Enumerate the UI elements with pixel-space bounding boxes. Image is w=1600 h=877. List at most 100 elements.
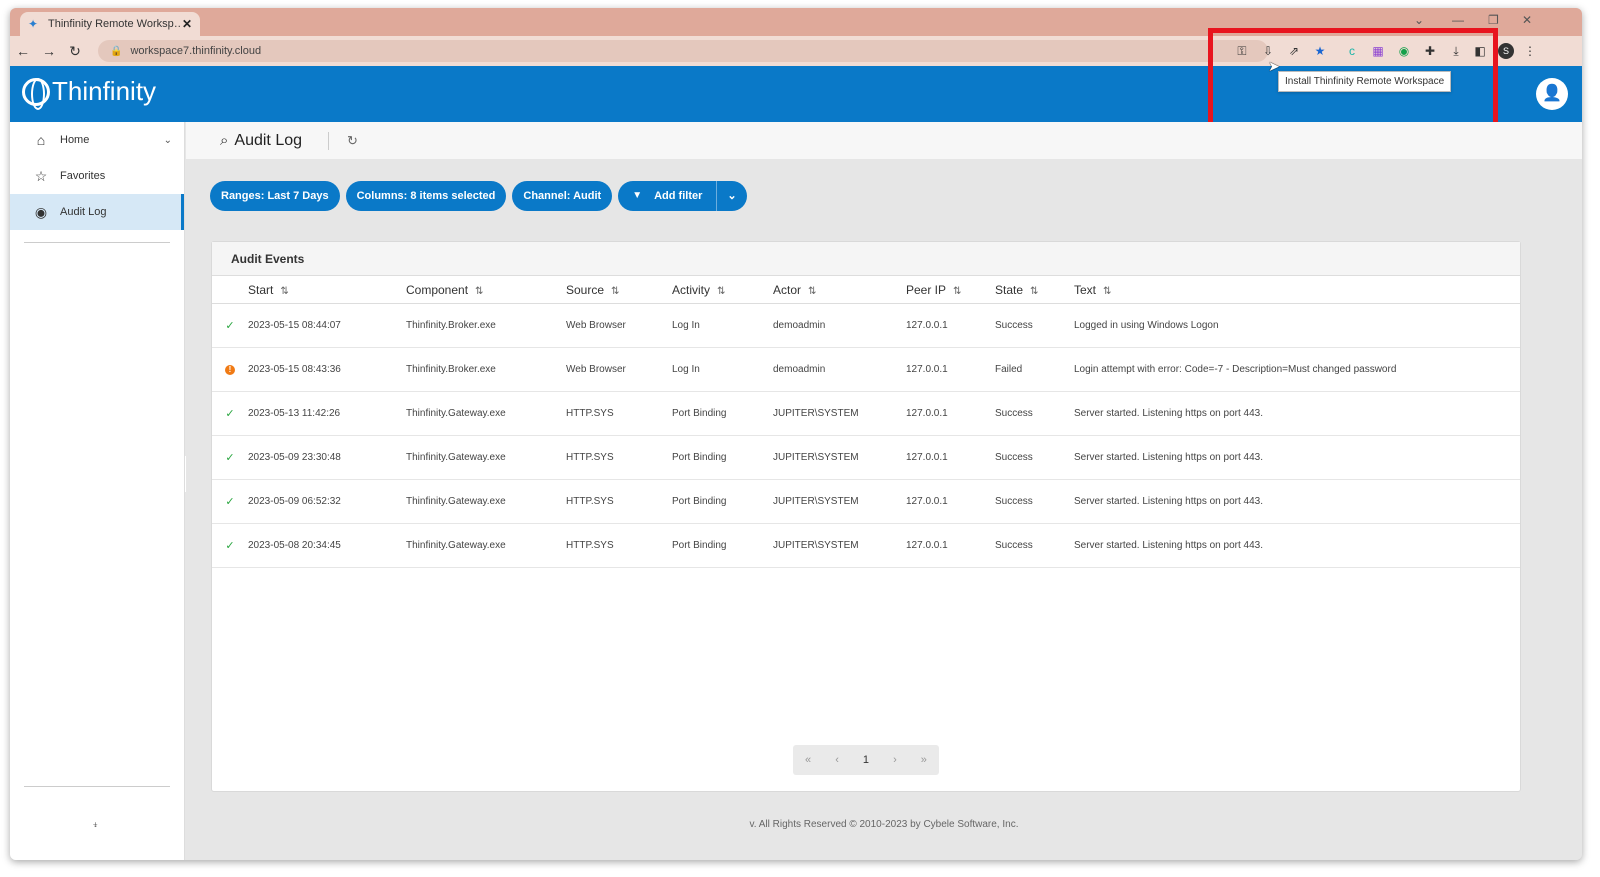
browser-toolbar: ← → ↻ 🔒 workspace7.thinfinity.cloud xyxy=(10,36,1582,66)
browser-menu-icon[interactable]: ⋮ xyxy=(1524,44,1536,58)
cell-actor: demoadmin xyxy=(773,320,826,331)
cell-activity: Port Binding xyxy=(672,408,727,419)
add-filter-button[interactable]: ▼ Add filter ⌄ xyxy=(618,181,747,211)
column-header-activity[interactable]: Activity ⇅ xyxy=(672,282,726,297)
install-app-icon[interactable]: ⇩ xyxy=(1262,44,1274,58)
cell-ip: 127.0.0.1 xyxy=(906,540,948,551)
tab-search-icon[interactable]: ⌄ xyxy=(1414,13,1425,27)
last-page-icon[interactable]: » xyxy=(920,754,927,766)
close-window-icon[interactable]: ✕ xyxy=(1522,13,1533,27)
sidebar: ⌂ Home ⌄ ☆ Favorites ◉ Audit Log ⍖ xyxy=(10,122,185,860)
cell-component: Thinfinity.Broker.exe xyxy=(406,320,496,331)
cell-source: HTTP.SYS xyxy=(566,540,614,551)
table-row[interactable]: ✓ 2023-05-15 08:44:07 Thinfinity.Broker.ex… xyxy=(212,304,1520,348)
address-bar[interactable]: 🔒 workspace7.thinfinity.cloud xyxy=(98,40,1268,62)
forward-icon[interactable]: → xyxy=(42,43,56,59)
success-check-icon: ✓ xyxy=(225,320,235,332)
cell-component: Thinfinity.Broker.exe xyxy=(406,364,496,375)
table-row[interactable]: ✓ 2023-05-08 20:34:45 Thinfinity.Gateway.e… xyxy=(212,524,1520,568)
bookmark-star-icon[interactable]: ★ xyxy=(1314,44,1326,58)
profile-avatar[interactable]: S xyxy=(1498,43,1514,59)
previous-page-icon[interactable]: ‹ xyxy=(835,754,839,766)
highlight-box xyxy=(1208,28,1498,131)
table-row[interactable]: ✓ 2023-05-13 11:42:26 Thinfinity.Gateway.e… xyxy=(212,392,1520,436)
cell-actor: JUPITER\SYSTEM xyxy=(773,452,859,463)
table-row[interactable]: ✓ 2023-05-09 06:52:32 Thinfinity.Gateway.e… xyxy=(212,480,1520,524)
logo-globe-icon xyxy=(22,77,50,110)
browser-tab[interactable]: ✦ Thinfinity Remote Worksp… ✕ xyxy=(20,12,200,36)
pin-icon[interactable]: ⍖ xyxy=(92,819,99,831)
restore-icon[interactable]: ❐ xyxy=(1488,13,1499,27)
cell-start: 2023-05-15 08:44:07 xyxy=(248,320,341,331)
next-page-icon[interactable]: › xyxy=(893,754,897,766)
sort-icon: ⇅ xyxy=(953,285,962,297)
table-row[interactable]: ✓ 2023-05-09 23:30:48 Thinfinity.Gateway.e… xyxy=(212,436,1520,480)
column-header-text[interactable]: Text ⇅ xyxy=(1074,282,1112,297)
grammarly-icon[interactable]: ◉ xyxy=(1398,44,1410,58)
first-page-icon[interactable]: « xyxy=(805,754,812,766)
thinfinity-logo[interactable]: Thinfinity xyxy=(22,76,156,110)
share-icon[interactable]: ⇗ xyxy=(1288,44,1300,58)
sidebar-item-audit-log[interactable]: ◉ Audit Log xyxy=(10,194,184,230)
sidebar-divider xyxy=(24,242,170,243)
lock-icon: 🔒 xyxy=(110,45,123,57)
reload-icon[interactable]: ↻ xyxy=(69,42,81,59)
cell-state: Success xyxy=(995,496,1033,507)
cell-component: Thinfinity.Gateway.exe xyxy=(406,540,506,551)
cell-component: Thinfinity.Gateway.exe xyxy=(406,452,506,463)
calendar-extension-icon[interactable]: ▦ xyxy=(1372,44,1384,58)
column-header-state[interactable]: State ⇅ xyxy=(995,282,1039,297)
sidebar-item-home[interactable]: ⌂ Home ⌄ xyxy=(10,122,184,158)
column-header-peer-ip[interactable]: Peer IP ⇅ xyxy=(906,282,962,297)
download-icon[interactable]: ⤓ xyxy=(1453,44,1459,58)
refresh-icon[interactable]: ↻ xyxy=(347,132,358,148)
chevron-down-icon[interactable]: ⌄ xyxy=(716,181,746,211)
cell-source: HTTP.SYS xyxy=(566,452,614,463)
tab-strip: ✦ Thinfinity Remote Worksp… ✕ ⌄ — ❐ ✕ xyxy=(10,8,1582,36)
home-icon: ⌂ xyxy=(36,132,46,148)
close-tab-icon[interactable]: ✕ xyxy=(181,17,192,31)
success-check-icon: ✓ xyxy=(225,496,235,508)
cell-text: Server started. Listening https on port … xyxy=(1074,540,1263,551)
page-title: Audit Log xyxy=(234,131,303,149)
cell-start: 2023-05-13 11:42:26 xyxy=(248,408,341,419)
cell-start: 2023-05-09 06:52:32 xyxy=(248,496,341,507)
mouse-cursor-icon: ➤ xyxy=(1268,58,1280,74)
cell-text: Login attempt with error: Code=-7 - Desc… xyxy=(1074,364,1397,375)
extension-c-icon[interactable]: c xyxy=(1349,44,1355,58)
cell-text: Server started. Listening https on port … xyxy=(1074,452,1263,463)
current-page[interactable]: 1 xyxy=(862,754,870,766)
table-row[interactable]: ! 2023-05-15 08:43:36 Thinfinity.Broker.ex… xyxy=(212,348,1520,392)
key-icon[interactable]: ⚿ xyxy=(1237,44,1247,58)
cell-activity: Port Binding xyxy=(672,540,727,551)
audit-events-card: Audit Events Start ⇅ Component ⇅ Source ⇅ A… xyxy=(211,241,1521,792)
pagination: « ‹ 1 › » xyxy=(793,745,939,775)
cell-activity: Port Binding xyxy=(672,496,727,507)
card-title: Audit Events xyxy=(212,242,1520,276)
side-panel-icon[interactable]: ◧ xyxy=(1474,44,1486,58)
column-header-source[interactable]: Source ⇅ xyxy=(566,282,620,297)
column-header-actor[interactable]: Actor ⇅ xyxy=(773,282,817,297)
back-icon[interactable]: ← xyxy=(16,43,30,59)
tab-title: Thinfinity Remote Worksp… xyxy=(48,18,182,30)
minimize-icon[interactable]: — xyxy=(1452,13,1464,27)
cell-ip: 127.0.0.1 xyxy=(906,320,948,331)
columns-chip[interactable]: Columns: 8 items selected xyxy=(345,181,507,211)
sidebar-divider xyxy=(24,786,170,787)
cell-actor: JUPITER\SYSTEM xyxy=(773,408,859,419)
page-header: ⌕ Audit Log ↻ xyxy=(186,122,1582,159)
header-divider xyxy=(328,131,330,150)
cell-text: Server started. Listening https on port … xyxy=(1074,408,1263,419)
user-avatar-icon[interactable]: 👤 xyxy=(1536,78,1568,110)
table-header: Start ⇅ Component ⇅ Source ⇅ Activity ⇅ Acto… xyxy=(212,276,1520,304)
channel-chip[interactable]: Channel: Audit xyxy=(512,181,613,211)
range-chip[interactable]: Ranges: Last 7 Days xyxy=(210,181,340,211)
column-header-start[interactable]: Start ⇅ xyxy=(248,282,289,297)
sidebar-item-favorites[interactable]: ☆ Favorites xyxy=(10,158,184,194)
cell-start: 2023-05-15 08:43:36 xyxy=(248,364,341,375)
extensions-puzzle-icon[interactable]: ✚ xyxy=(1424,44,1436,58)
star-icon: ☆ xyxy=(34,167,48,184)
chevron-down-icon[interactable]: ⌄ xyxy=(163,134,172,146)
sort-icon: ⇅ xyxy=(280,285,289,297)
column-header-component[interactable]: Component ⇅ xyxy=(406,282,484,297)
